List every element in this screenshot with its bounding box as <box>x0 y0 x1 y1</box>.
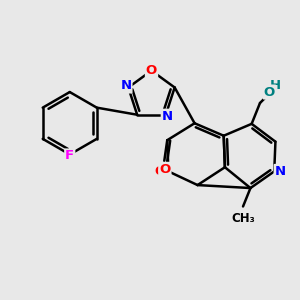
Text: O: O <box>154 165 165 178</box>
Text: O: O <box>159 163 170 176</box>
Text: O: O <box>146 64 157 77</box>
Text: H: H <box>270 79 281 92</box>
Text: N: N <box>120 80 131 92</box>
Text: N: N <box>162 110 173 123</box>
Text: O: O <box>264 85 275 98</box>
Text: CH₃: CH₃ <box>231 212 255 225</box>
Text: N: N <box>274 165 286 178</box>
Text: F: F <box>65 149 74 162</box>
